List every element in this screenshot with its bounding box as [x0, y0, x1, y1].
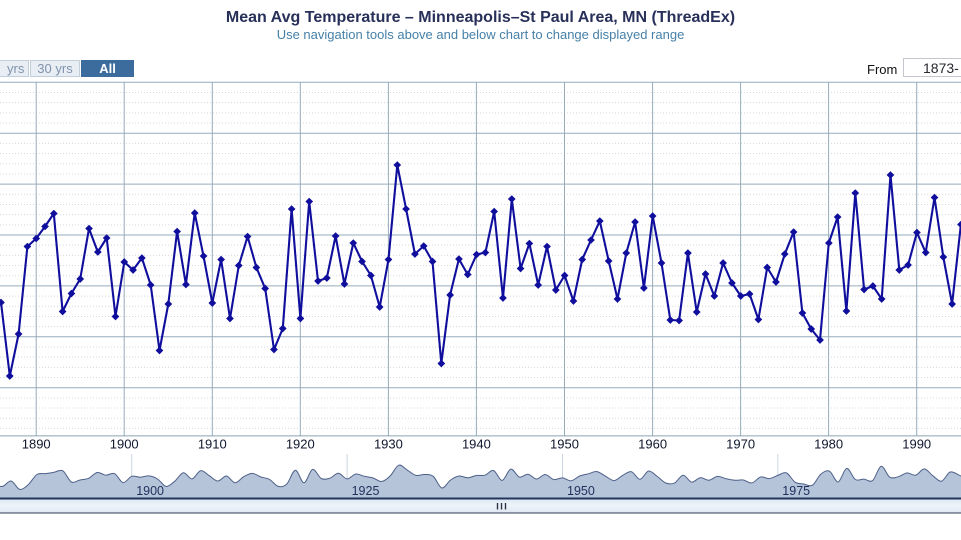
svg-text:1900: 1900: [110, 437, 139, 452]
svg-text:1940: 1940: [462, 437, 491, 452]
svg-text:1990: 1990: [902, 437, 931, 452]
svg-text:1890: 1890: [22, 437, 51, 452]
svg-text:1970: 1970: [726, 437, 755, 452]
svg-text:1960: 1960: [638, 437, 667, 452]
svg-text:1925: 1925: [352, 484, 380, 498]
svg-text:1975: 1975: [782, 484, 810, 498]
svg-text:1910: 1910: [198, 437, 227, 452]
svg-text:1950: 1950: [567, 484, 595, 498]
svg-text:1950: 1950: [550, 437, 579, 452]
svg-text:1980: 1980: [814, 437, 843, 452]
svg-text:1920: 1920: [286, 437, 315, 452]
svg-text:1930: 1930: [374, 437, 403, 452]
svg-text:1900: 1900: [136, 484, 164, 498]
